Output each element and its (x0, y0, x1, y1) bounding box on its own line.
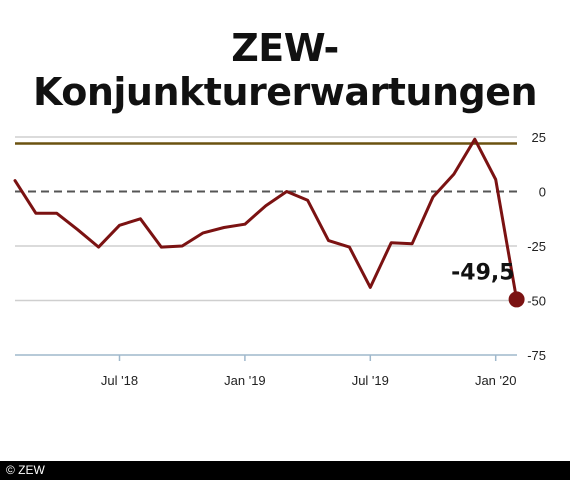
reference-lines (15, 142, 517, 193)
chart-title: ZEW-Konjunkturerwartungen (32, 26, 538, 114)
last-point-marker (508, 291, 525, 308)
copyright-footer: © ZEW (0, 461, 570, 480)
last-value-label: -49,5 (451, 260, 514, 285)
y-tick-label: 0 (539, 185, 546, 200)
grid-lines (15, 136, 517, 302)
x-tick-label: Jan '19 (224, 373, 266, 388)
x-axis (15, 354, 517, 361)
copyright-text: © ZEW (6, 463, 45, 477)
series-line (13, 137, 519, 301)
y-tick-label: 25 (532, 130, 546, 145)
line-chart: 25 0 -25 -50 -75 Jul '18 Jan '19 Jul '19 Jan '2… (13, 130, 546, 388)
y-tick-label: -75 (527, 348, 546, 363)
x-tick-label: Jul '18 (101, 373, 138, 388)
y-tick-label: -50 (527, 294, 546, 309)
x-tick-label: Jul '19 (352, 373, 389, 388)
y-tick-label: -25 (527, 239, 546, 254)
y-axis-tick-labels: 25 0 -25 -50 -75 (527, 130, 546, 363)
x-axis-tick-labels: Jul '18 Jan '19 Jul '19 Jan '20 (101, 373, 517, 388)
x-tick-label: Jan '20 (475, 373, 517, 388)
series (13, 137, 525, 308)
